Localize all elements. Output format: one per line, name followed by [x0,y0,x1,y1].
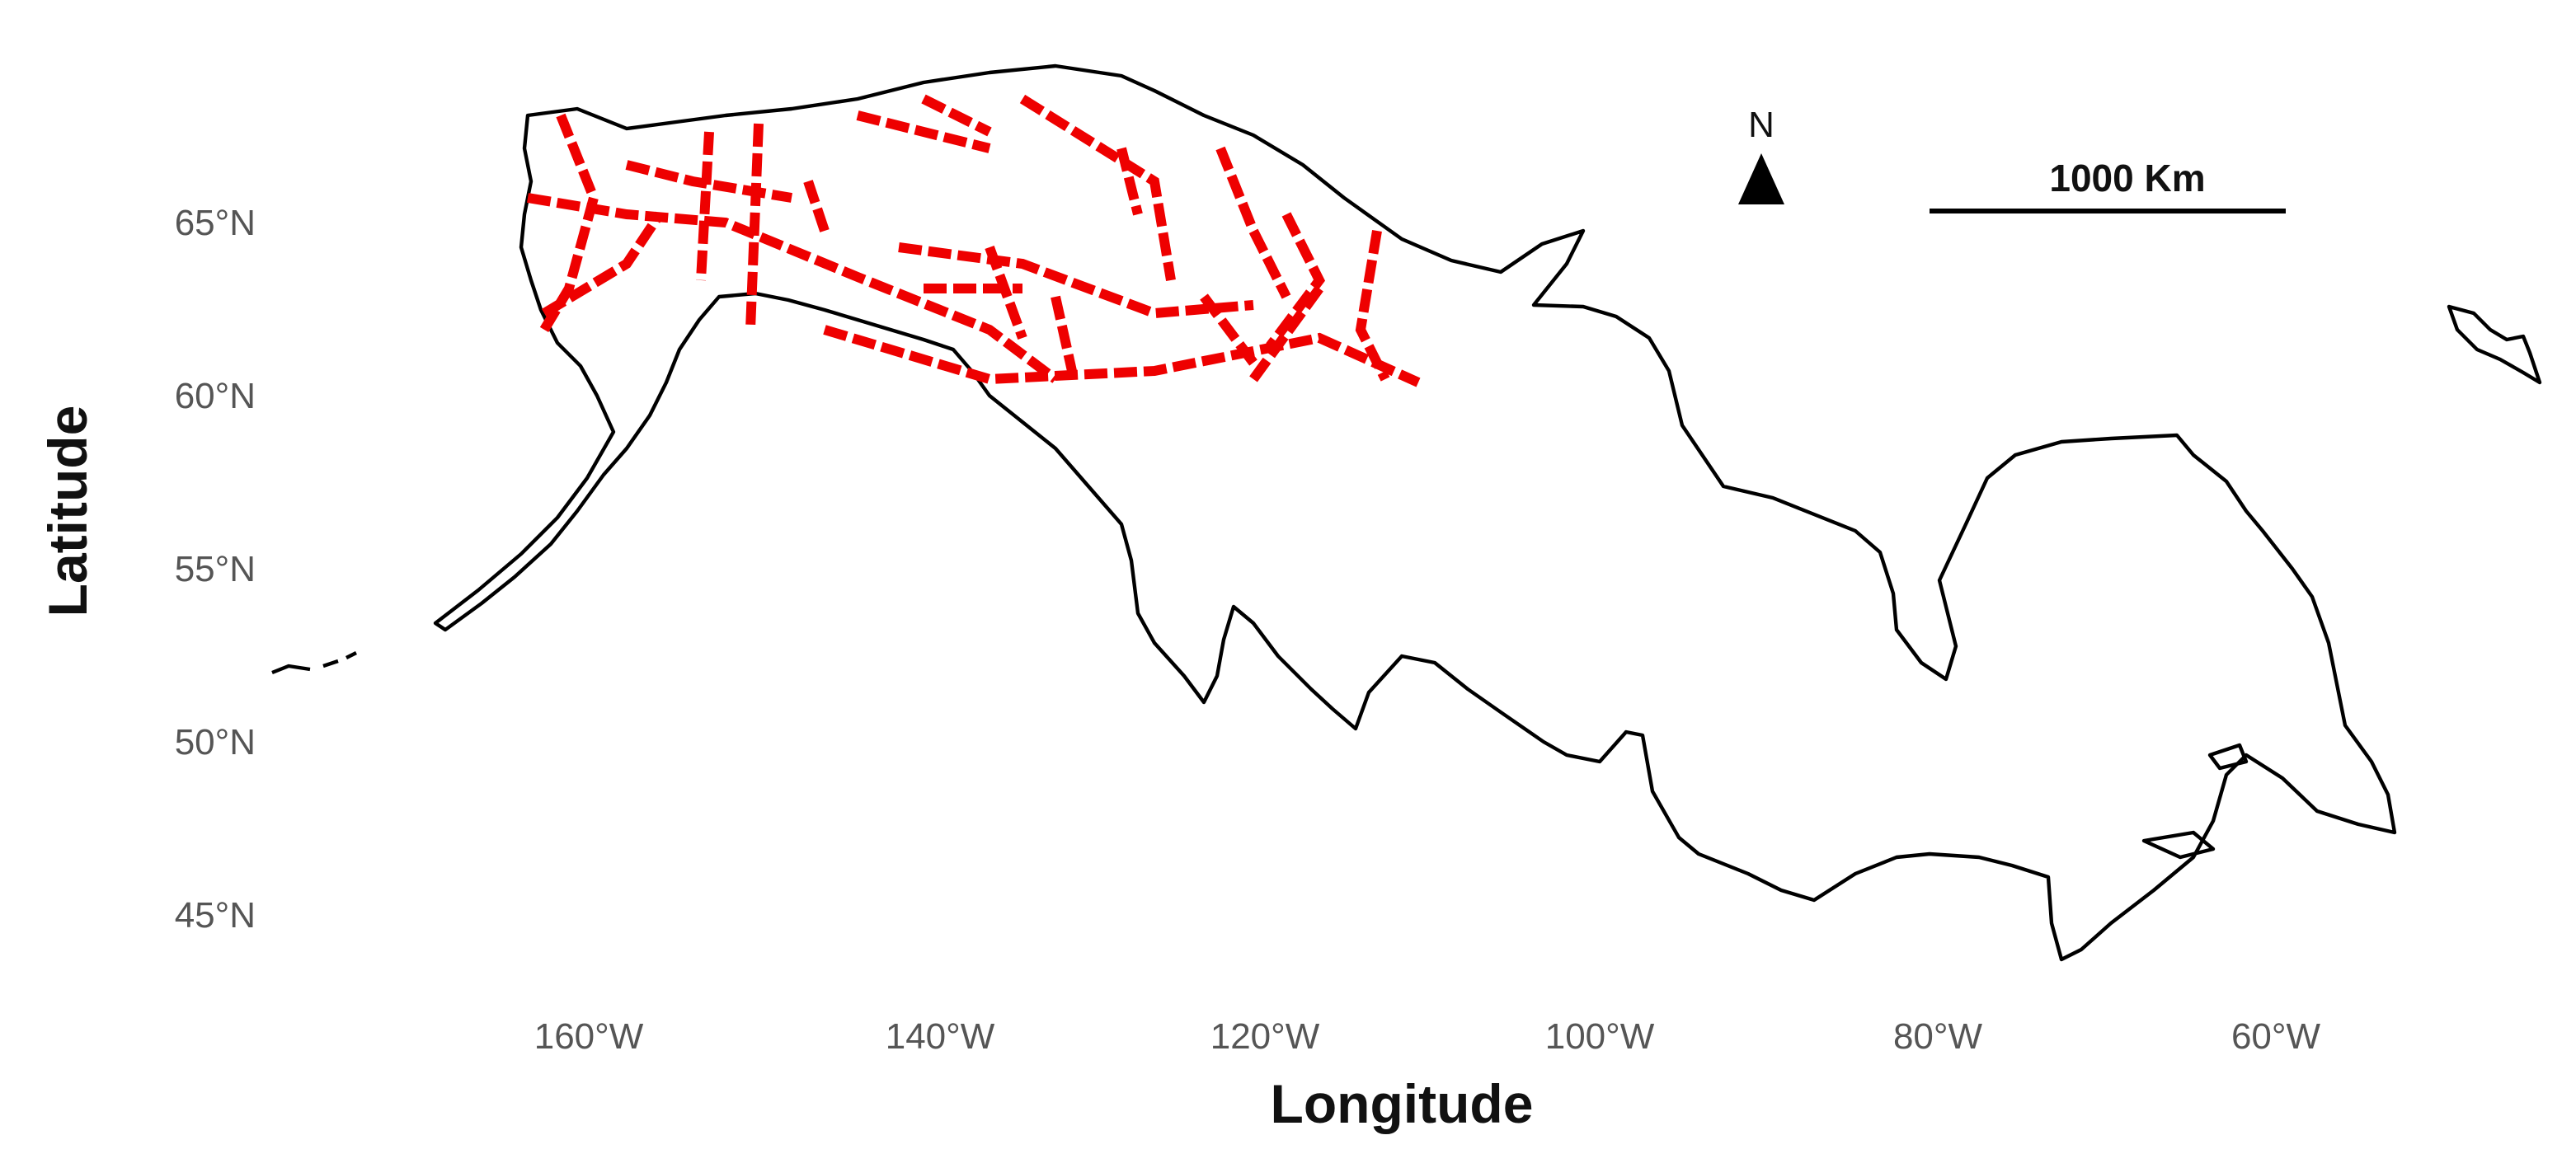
x-axis-title: Longitude [1271,1073,1534,1134]
aleutian-islands [271,651,357,675]
x-tick-label: 120°W [1210,1016,1320,1057]
y-tick-label: 60°N [175,376,256,416]
hudson-bay-islands [2141,743,2249,860]
north-arrow-icon [1738,153,1784,204]
x-tick-label: 100°W [1545,1016,1655,1057]
x-tick-label: 160°W [534,1016,644,1057]
y-tick-label: 50°N [175,722,256,762]
scale-bar-label: 1000 Km [2049,157,2205,199]
y-tick-label: 55°N [175,549,256,589]
y-axis-title: Latitude [37,406,98,617]
newfoundland [2447,304,2542,385]
x-axis: 160°W 140°W 120°W 100°W 80°W 60°W Longit… [534,1016,2321,1134]
region-outline [433,63,2397,962]
x-tick-label: 140°W [886,1016,995,1057]
north-label: N [1748,105,1775,145]
y-axis: 65°N 60°N 55°N 50°N 45°N Latitude [37,203,256,936]
y-tick-label: 45°N [175,895,256,936]
map-shapes [271,63,2542,962]
flight-lines [527,94,1421,387]
x-tick-label: 80°W [1893,1016,1983,1057]
y-tick-label: 65°N [175,203,256,243]
x-tick-label: 60°W [2231,1016,2321,1057]
